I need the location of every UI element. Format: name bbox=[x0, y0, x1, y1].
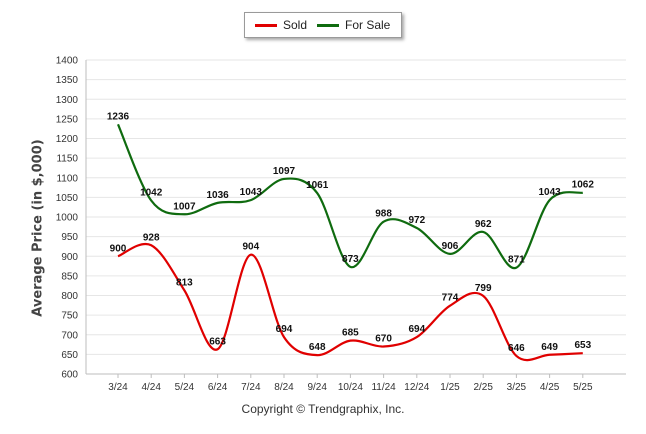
y-tick-label: 1350 bbox=[56, 75, 79, 86]
data-label-for-sale: 906 bbox=[442, 241, 459, 252]
y-tick-label: 1200 bbox=[56, 134, 79, 145]
data-label-sold: 670 bbox=[375, 334, 392, 345]
legend-item-for-sale[interactable]: For Sale bbox=[317, 13, 390, 37]
x-tick-label: 4/25 bbox=[540, 382, 560, 393]
y-tick-label: 900 bbox=[61, 252, 78, 263]
x-tick-label: 6/24 bbox=[208, 382, 228, 393]
data-labels: 900 928 813 663 904 694 648 685 670 694 774 799 646 6… bbox=[107, 111, 594, 354]
data-label-for-sale: 1007 bbox=[173, 201, 196, 212]
y-tick-label: 850 bbox=[61, 271, 78, 282]
y-tick-label: 700 bbox=[61, 330, 78, 341]
y-tick-label: 1000 bbox=[56, 213, 79, 224]
data-label-for-sale: 1236 bbox=[107, 111, 130, 122]
y-tick-label: 1300 bbox=[56, 95, 79, 106]
y-tick-label: 1250 bbox=[56, 114, 79, 125]
data-label-for-sale: 962 bbox=[475, 219, 492, 230]
x-tick-label: 1/25 bbox=[440, 382, 460, 393]
x-tick-label: 8/24 bbox=[274, 382, 294, 393]
data-label-sold: 663 bbox=[209, 336, 226, 347]
data-label-for-sale: 1097 bbox=[273, 166, 296, 177]
x-tick-label: 2/25 bbox=[473, 382, 493, 393]
data-label-sold: 694 bbox=[408, 324, 425, 335]
data-label-for-sale: 1061 bbox=[306, 180, 329, 191]
legend-item-sold[interactable]: Sold bbox=[255, 13, 307, 37]
data-label-sold: 928 bbox=[143, 232, 160, 243]
data-label-for-sale: 988 bbox=[375, 209, 392, 220]
data-label-sold: 904 bbox=[242, 242, 259, 253]
data-label-sold: 653 bbox=[574, 340, 591, 351]
y-tick-label: 750 bbox=[61, 311, 78, 322]
series-lines bbox=[116, 123, 584, 362]
data-label-sold: 799 bbox=[475, 283, 492, 294]
legend-swatch-for-sale bbox=[317, 23, 339, 27]
data-label-sold: 774 bbox=[442, 293, 459, 304]
legend-label-for-sale: For Sale bbox=[345, 18, 391, 32]
data-label-for-sale: 1062 bbox=[572, 180, 595, 191]
legend: Sold For Sale bbox=[244, 12, 402, 38]
data-label-sold: 900 bbox=[110, 243, 127, 254]
x-tick-label: 11/24 bbox=[371, 382, 396, 393]
series-line-for-sale bbox=[116, 123, 584, 269]
data-label-sold: 649 bbox=[541, 342, 558, 353]
data-label-sold: 648 bbox=[309, 342, 326, 353]
x-tick-label: 3/24 bbox=[108, 382, 128, 393]
x-tick-label: 12/24 bbox=[404, 382, 429, 393]
x-tick-label: 10/24 bbox=[338, 382, 363, 393]
x-tick-label: 9/24 bbox=[307, 382, 327, 393]
copyright-text: Copyright © Trendgraphix, Inc. bbox=[241, 402, 405, 416]
data-label-for-sale: 873 bbox=[342, 254, 359, 265]
data-label-sold: 813 bbox=[176, 277, 193, 288]
y-tick-label: 650 bbox=[61, 350, 78, 361]
data-label-for-sale: 1043 bbox=[538, 187, 561, 198]
data-label-for-sale: 1043 bbox=[240, 187, 263, 198]
data-label-sold: 694 bbox=[276, 324, 293, 335]
y-tick-label: 1100 bbox=[56, 173, 78, 184]
legend-swatch-sold bbox=[255, 23, 277, 27]
data-label-for-sale: 871 bbox=[508, 255, 525, 266]
y-tick-label: 1400 bbox=[56, 56, 79, 67]
x-tick-label: 3/25 bbox=[507, 382, 527, 393]
legend-label-sold: Sold bbox=[283, 18, 308, 32]
y-tick-label: 600 bbox=[61, 370, 78, 381]
y-tick-label: 1050 bbox=[56, 193, 79, 204]
x-tick-label: 5/24 bbox=[175, 382, 195, 393]
x-tick-label: 4/24 bbox=[141, 382, 161, 393]
data-label-for-sale: 972 bbox=[408, 215, 425, 226]
x-tick-label: 7/24 bbox=[241, 382, 261, 393]
x-tick-label: 5/25 bbox=[573, 382, 593, 393]
y-tick-label: 950 bbox=[61, 232, 78, 243]
series-line-sold bbox=[117, 242, 583, 362]
data-label-for-sale: 1036 bbox=[206, 190, 229, 201]
y-tick-label: 800 bbox=[61, 291, 78, 302]
data-label-for-sale: 1042 bbox=[140, 188, 163, 199]
data-label-sold: 646 bbox=[508, 343, 525, 354]
y-tick-label: 1150 bbox=[56, 154, 78, 165]
axes: 600 650 700 750 800 850 900 950 1000 1050 1100 1150… bbox=[56, 56, 593, 394]
y-axis-title: Average Price (in $,000) bbox=[30, 139, 46, 317]
data-label-sold: 685 bbox=[342, 328, 359, 339]
